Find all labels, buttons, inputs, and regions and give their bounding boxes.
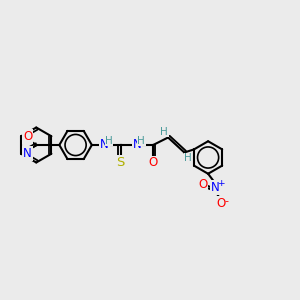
Text: S: S [116,157,125,169]
Text: H: H [137,136,145,146]
Text: O: O [23,130,32,142]
Text: H: H [105,136,113,146]
Text: N: N [100,139,109,152]
Text: N: N [211,181,220,194]
Text: N: N [23,147,32,161]
Text: H: H [160,127,168,137]
Text: -: - [225,196,229,206]
Text: H: H [184,153,192,163]
Text: N: N [133,139,141,152]
Text: O: O [198,178,207,191]
Text: O: O [216,197,225,210]
Text: +: + [217,178,224,188]
Text: O: O [148,157,158,169]
